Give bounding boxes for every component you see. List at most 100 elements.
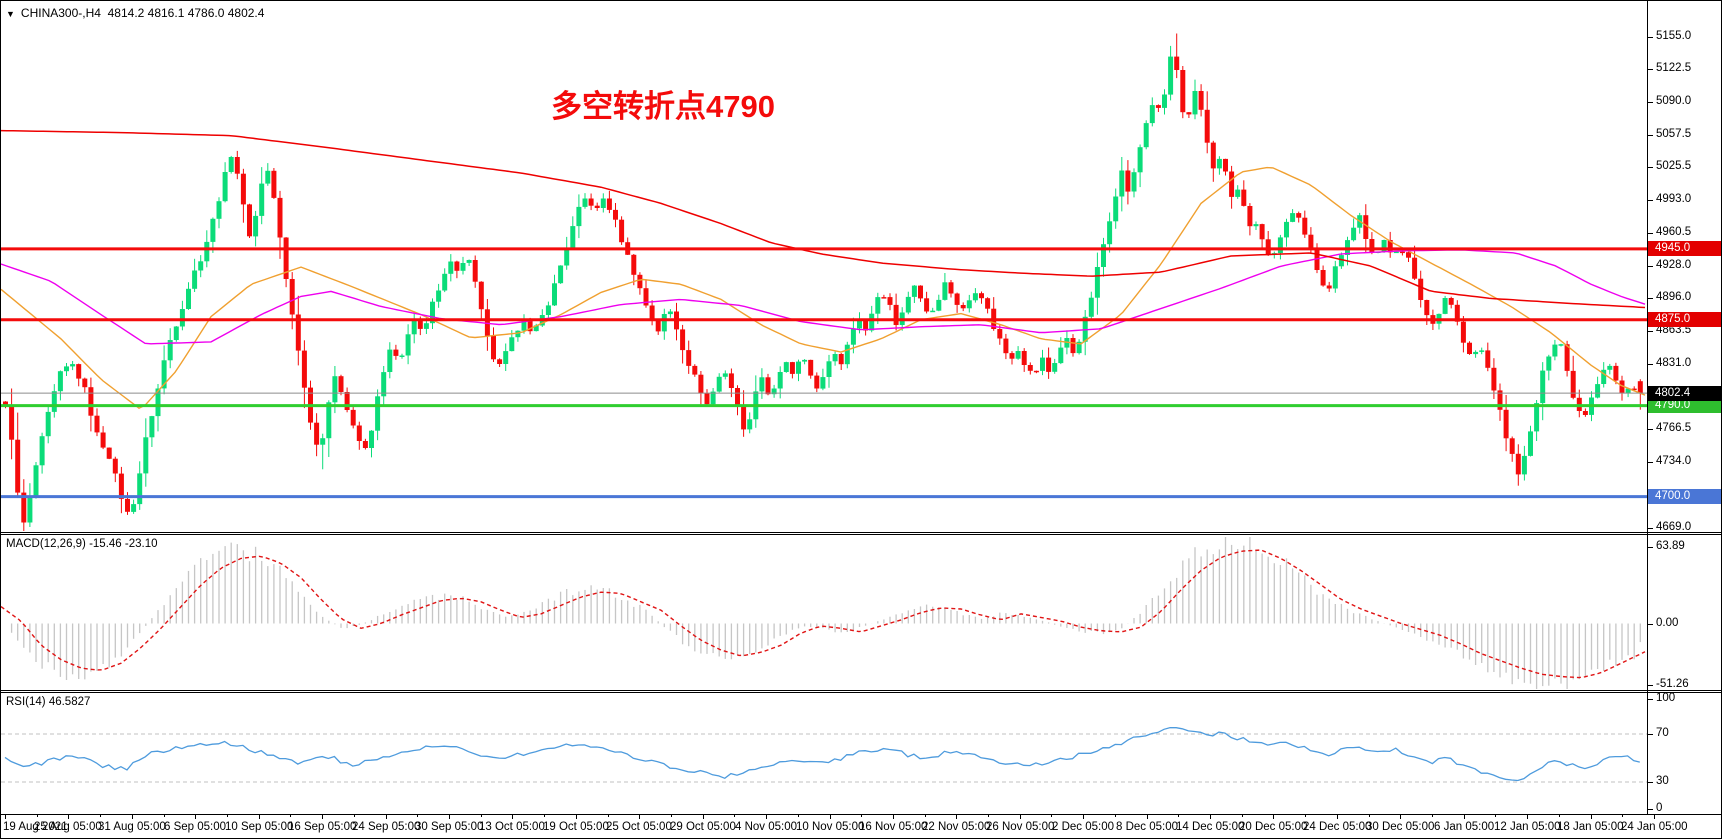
time-tick-minor <box>1559 815 1560 817</box>
time-tick-minor <box>671 815 672 817</box>
time-tick-mark <box>956 815 957 819</box>
time-tick-label: 30 Dec 05:00 <box>1366 821 1435 833</box>
text-annotation[interactable]: 多空转折点4790 <box>551 89 775 124</box>
price-tick-label: 4734.0 <box>1656 455 1692 467</box>
time-tick-minor <box>1622 815 1623 817</box>
time-tick-minor <box>1178 815 1179 817</box>
price-label-box-4700.0: 4700.0 <box>1648 489 1721 504</box>
price-macd-separator[interactable] <box>1 532 1721 535</box>
time-tick-label: 31 Aug 05:00 <box>98 821 166 833</box>
time-tick-minor <box>1495 815 1496 817</box>
price-tick-mark <box>1648 200 1653 201</box>
ma-magenta-line <box>1 249 1646 345</box>
time-tick-minor <box>734 815 735 817</box>
time-tick-mark <box>1210 815 1211 819</box>
time-tick-mark <box>1591 815 1592 819</box>
time-tick-mark <box>386 815 387 819</box>
price-tick-label: 4960.5 <box>1656 226 1692 238</box>
time-tick-label: 25 Oct 05:00 <box>606 821 672 833</box>
time-tick-minor <box>354 815 355 817</box>
time-tick-mark <box>576 815 577 819</box>
price-tick-mark <box>1648 102 1653 103</box>
rsi-indicator-label: RSI(14) 46.5827 <box>6 696 91 708</box>
time-tick-mark <box>893 815 894 819</box>
ohlc-values: 4814.2 4816.1 4786.0 4802.4 <box>107 6 265 20</box>
time-tick-label: 20 Dec 05:00 <box>1239 821 1308 833</box>
time-tick-minor <box>861 815 862 817</box>
symbol-period-label: CHINA300-,H4 <box>20 6 101 20</box>
time-axis-line <box>1 814 1721 815</box>
macd-rsi-separator[interactable] <box>1 690 1721 693</box>
time-tick-mark <box>259 815 260 819</box>
time-tick-mark <box>1654 815 1655 819</box>
price-tick-label: 5025.5 <box>1656 160 1692 172</box>
macd-tick-mark <box>1648 624 1653 625</box>
rsi-tick-label: 0 <box>1656 802 1663 814</box>
time-tick-mark <box>68 815 69 819</box>
rsi-tick-label: 30 <box>1656 775 1669 787</box>
macd-layer <box>1 537 1646 689</box>
macd-tick-mark <box>1648 685 1653 686</box>
price-tick-label: 4863.5 <box>1656 324 1692 336</box>
time-tick-label: 19 Aug 2021 <box>3 821 68 833</box>
time-tick-label: 12 Jan 05:00 <box>1494 821 1561 833</box>
macd-indicator-label: MACD(12,26,9) -15.46 -23.10 <box>6 538 158 550</box>
time-tick-mark <box>195 815 196 819</box>
time-tick-mark <box>1147 815 1148 819</box>
time-tick-mark <box>512 815 513 819</box>
price-tick-mark <box>1648 462 1653 463</box>
time-tick-minor <box>1115 815 1116 817</box>
time-tick-mark <box>1020 815 1021 819</box>
ma-orange-line <box>1 166 1646 410</box>
time-tick-minor <box>100 815 101 817</box>
time-tick-mark <box>830 815 831 819</box>
candles-layer <box>3 33 1643 531</box>
rsi-tick-mark <box>1648 809 1653 810</box>
time-tick-minor <box>290 815 291 817</box>
time-tick-mark <box>449 815 450 819</box>
price-tick-label: 4993.0 <box>1656 193 1692 205</box>
time-tick-minor <box>227 815 228 817</box>
rsi-tick-mark <box>1648 782 1653 783</box>
price-tick-mark <box>1648 135 1653 136</box>
time-tick-label: 16 Nov 05:00 <box>859 821 928 833</box>
macd-tick-label: 0.00 <box>1656 617 1679 629</box>
time-tick-mark <box>1083 815 1084 819</box>
time-tick-minor <box>798 815 799 817</box>
rsi-tick-mark <box>1648 734 1653 735</box>
rsi-tick-mark <box>1648 699 1653 700</box>
price-label-box-4875.0: 4875.0 <box>1648 312 1721 327</box>
price-label-box-4790.0: 4790.0 <box>1648 398 1721 413</box>
time-tick-minor <box>1305 815 1306 817</box>
price-tick-mark <box>1648 167 1653 168</box>
time-tick-label: 29 Oct 05:00 <box>670 821 736 833</box>
time-tick-label: 16 Sep 05:00 <box>288 821 357 833</box>
price-tick-mark <box>1648 331 1653 332</box>
price-tick-mark <box>1648 233 1653 234</box>
macd-tick-label: 63.89 <box>1656 540 1685 552</box>
price-tick-label: 4669.0 <box>1656 521 1692 533</box>
horizontal-level-lines-layer[interactable] <box>1 247 1647 499</box>
time-tick-label: 2 Dec 05:00 <box>1052 821 1115 833</box>
time-tick-label: 24 Dec 05:00 <box>1303 821 1372 833</box>
time-tick-label: 4 Nov 05:00 <box>735 821 798 833</box>
time-tick-minor <box>988 815 989 817</box>
time-tick-mark <box>5 815 6 819</box>
time-tick-mark <box>766 815 767 819</box>
time-tick-mark <box>703 815 704 819</box>
price-tick-label: 5057.5 <box>1656 128 1692 140</box>
time-tick-label: 22 Nov 05:00 <box>922 821 991 833</box>
price-tick-label: 4896.0 <box>1656 291 1692 303</box>
time-tick-label: 8 Dec 05:00 <box>1116 821 1179 833</box>
price-tick-mark <box>1648 364 1653 365</box>
symbol-dropdown-arrow-icon[interactable]: ▼ <box>6 9 15 19</box>
price-label-box-4945.0: 4945.0 <box>1648 241 1721 256</box>
price-tick-label: 4928.0 <box>1656 259 1692 271</box>
price-tick-mark <box>1648 266 1653 267</box>
price-tick-label: 5090.0 <box>1656 95 1692 107</box>
time-tick-label: 14 Dec 05:00 <box>1176 821 1245 833</box>
time-tick-minor <box>417 815 418 817</box>
time-tick-minor <box>1369 815 1370 817</box>
